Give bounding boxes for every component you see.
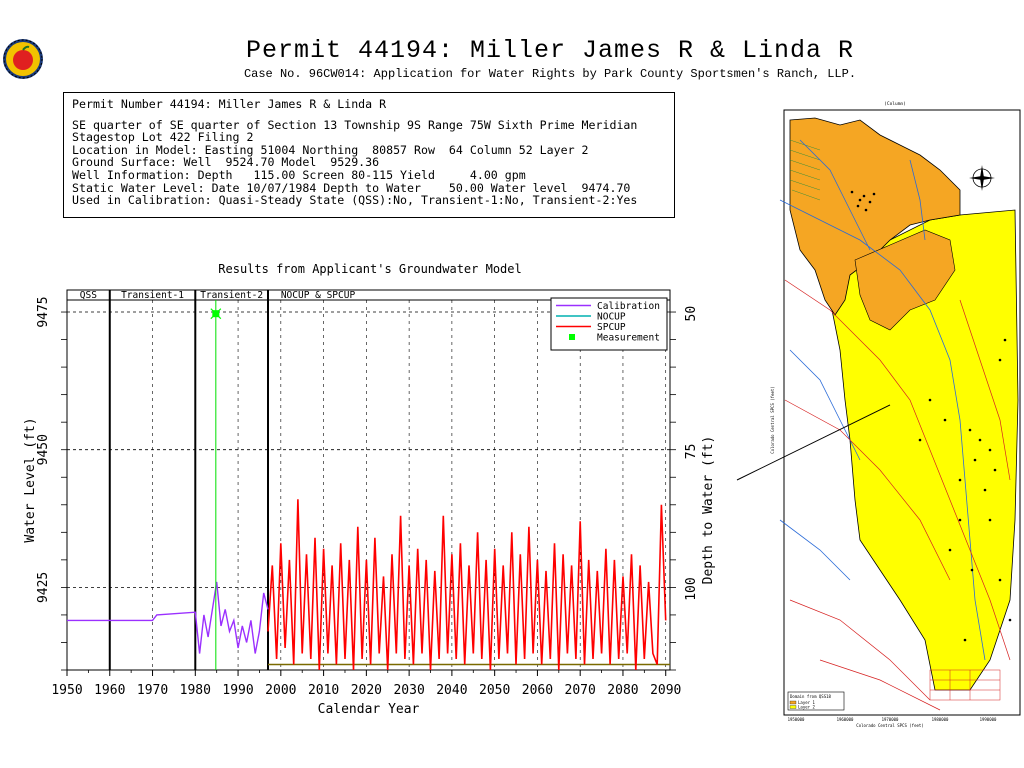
x-tick-label: 2010: [308, 683, 339, 698]
info-line: SE quarter of SE quarter of Section 13 T…: [72, 117, 638, 132]
measurement-point-cross: [210, 308, 222, 320]
map-x-caption: Colorado Central SPCS (feet): [856, 723, 923, 728]
info-line: Ground Surface: Well 9524.70 Model 9529.…: [72, 155, 380, 170]
page-title: Permit 44194: Miller James R & Linda R: [245, 36, 855, 65]
x-tick-label: 2060: [522, 683, 553, 698]
x-tick-label: 2070: [565, 683, 596, 698]
x-tick-label: 2050: [479, 683, 510, 698]
x-tick-label: 2090: [650, 683, 681, 698]
map-top-caption: (Column): [884, 101, 906, 107]
map-layer1-region: [789, 117, 961, 316]
period-label: NOCUP & SPCUP: [281, 290, 356, 301]
model-domain-map: (Column) Domain from QSS18 Layer 1 Layer…: [770, 101, 1021, 728]
legend-label-measurement: Measurement: [597, 333, 660, 344]
series-spcup-line: [267, 499, 667, 671]
info-line: Permit Number 44194: Miller James R & Li…: [72, 97, 387, 111]
y-axis-label: Water Level (ft): [23, 417, 38, 542]
info-line: Used in Calibration: Quasi-Steady State …: [72, 193, 638, 208]
x-tick-label: 1970: [137, 683, 168, 698]
map-grid-block: [929, 669, 1001, 701]
x-tick-label: 2030: [393, 683, 424, 698]
map-x-tick: 1980000: [932, 717, 949, 722]
map-x-tick: 1990000: [980, 717, 997, 722]
x-tick-label: 1950: [51, 683, 82, 698]
map-y-caption: Colorado Central SPCS (feet): [770, 386, 775, 453]
y-tick-label: 9475: [36, 296, 51, 327]
info-line: Static Water Level: Date 10/07/1984 Dept…: [72, 180, 631, 195]
legend-label-calibration: Calibration: [597, 301, 660, 312]
x-tick-label: 1990: [222, 683, 253, 698]
map-legend-swatch-layer1: [789, 700, 797, 705]
map-x-tick: 1950000: [788, 717, 805, 722]
y-right-tick-label: 100: [684, 577, 699, 600]
y-tick-label: 9425: [36, 572, 51, 603]
x-tick-label: 2040: [436, 683, 467, 698]
x-tick-label: 1960: [94, 683, 125, 698]
county-seal-icon: [3, 39, 43, 79]
series-calibration-line: [67, 581, 269, 654]
y-right-axis-label: Depth to Water (ft): [701, 436, 716, 585]
map-well-markers: [850, 190, 1012, 642]
x-tick-label: 2020: [351, 683, 382, 698]
chart-title: Results from Applicant's Groundwater Mod…: [218, 262, 522, 276]
map-legend-layer2: Layer 2: [798, 705, 815, 710]
map-legend-title: Domain from QSS18: [790, 694, 832, 699]
info-line: Well Information: Depth 115.00 Screen 80…: [72, 167, 526, 182]
legend-swatch-measurement: [569, 334, 575, 340]
period-label: Transient-2: [200, 290, 263, 301]
map-legend: Domain from QSS18 Layer 1 Layer 2: [787, 691, 845, 711]
map-legend-swatch-layer2: [789, 705, 797, 709]
x-tick-label: 2080: [607, 683, 638, 698]
page-subtitle: Case No. 96CW014: Application for Water …: [243, 67, 857, 81]
plot-frame: [66, 289, 671, 671]
map-x-tick: 1970000: [882, 717, 899, 722]
legend-label-nocup: NOCUP: [597, 312, 626, 323]
x-axis-label: Calendar Year: [318, 702, 420, 717]
info-line: Stagestop Lot 422 Filing 2: [72, 130, 254, 145]
permit-info-box: Permit Number 44194: Miller James R & Li…: [63, 92, 675, 218]
map-rivers: [779, 139, 986, 661]
chart-legend-box: [550, 297, 668, 351]
map-x-tick: 1960000: [837, 717, 854, 722]
legend-label-spcup: SPCUP: [597, 322, 626, 333]
y-right-tick-label: 75: [684, 444, 699, 460]
y-tick-label: 9450: [36, 434, 51, 465]
info-line: Location in Model: Easting 51004 Northin…: [72, 142, 589, 157]
period-label: QSS: [80, 290, 97, 301]
north-arrow-icon: [969, 165, 995, 191]
period-label: Transient-1: [121, 290, 184, 301]
x-tick-label: 2000: [265, 683, 296, 698]
map-legend-layer1: Layer 1: [798, 700, 815, 705]
y-right-tick-label: 50: [684, 306, 699, 322]
x-tick-label: 1980: [180, 683, 211, 698]
